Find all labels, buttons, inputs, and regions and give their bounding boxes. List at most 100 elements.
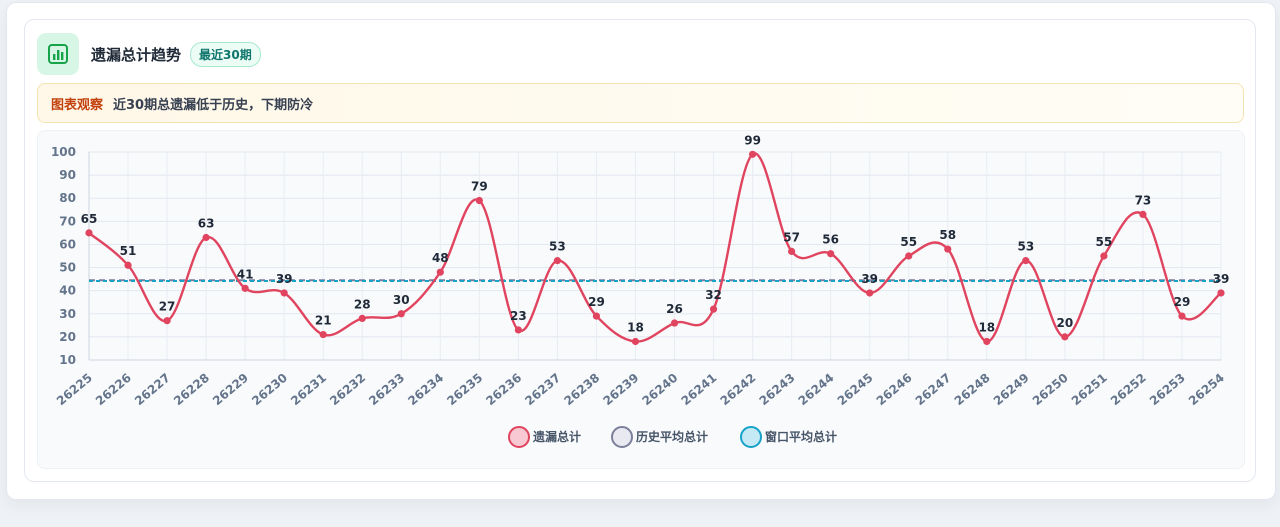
data-label: 56 (822, 233, 839, 247)
legend-label: 历史平均总计 (636, 429, 708, 444)
y-tick-label: 40 (59, 284, 76, 298)
y-tick-label: 50 (59, 261, 76, 275)
x-tick-label: 26239 (600, 371, 641, 409)
x-tick-label: 26254 (1186, 371, 1227, 409)
x-tick-label: 26245 (835, 371, 876, 409)
data-label: 20 (1057, 316, 1074, 330)
data-label: 18 (978, 321, 995, 335)
data-point (436, 268, 444, 276)
data-label: 23 (510, 309, 527, 323)
data-label: 63 (198, 217, 215, 231)
x-tick-label: 26235 (444, 371, 485, 409)
y-tick-label: 20 (59, 330, 76, 344)
data-label: 30 (393, 293, 410, 307)
card-header: 遗漏总计趋势 最近30期 (37, 32, 261, 76)
data-point (514, 326, 522, 334)
data-point (1100, 252, 1108, 260)
x-tick-label: 26251 (1069, 371, 1110, 409)
x-tick-label: 26233 (366, 371, 407, 409)
data-point (358, 314, 366, 322)
trend-card: 遗漏总计趋势 最近30期 图表观察 近30期总遗漏低于历史，下期防冷 100 90… (24, 19, 1256, 482)
x-tick-label: 26229 (210, 371, 251, 409)
data-label: 39 (1213, 272, 1230, 286)
x-tick-label: 26243 (757, 371, 798, 409)
legend-label: 窗口平均总计 (765, 429, 837, 444)
x-tick-label: 26249 (991, 371, 1032, 409)
x-tick-label: 26236 (483, 371, 524, 409)
x-tick-label: 26230 (249, 371, 290, 409)
y-tick-label: 10 (59, 353, 76, 367)
x-tick-label: 26231 (288, 371, 329, 409)
data-point (1139, 210, 1147, 218)
x-tick-label: 26244 (796, 371, 837, 409)
y-tick-label: 70 (59, 214, 76, 228)
trend-line-chart: 1009080706050403020102622526226262272622… (51, 133, 1230, 448)
data-label: 51 (120, 244, 137, 258)
data-point (1178, 312, 1186, 320)
data-label: 32 (705, 288, 722, 302)
x-tick-label: 26241 (678, 371, 719, 409)
data-point (1022, 257, 1030, 265)
legend-swatch (611, 426, 633, 448)
y-tick-label: 90 (59, 168, 76, 182)
data-label: 48 (432, 251, 449, 265)
card-title: 遗漏总计趋势 (91, 45, 182, 64)
data-point (709, 305, 718, 313)
x-tick-label: 26248 (952, 371, 993, 409)
data-point (241, 284, 249, 292)
data-label: 41 (237, 267, 254, 281)
chart-panel: 100 90 80 70 60 50 40 30 20 10 26225 26226 26227 2622… (37, 130, 1245, 469)
x-tick-label: 26246 (874, 371, 915, 409)
data-label: 55 (900, 235, 917, 249)
data-point (202, 233, 210, 242)
data-point (905, 252, 913, 260)
data-label: 26 (666, 302, 683, 316)
data-label: 55 (1096, 235, 1113, 249)
data-point (1061, 333, 1069, 341)
data-point (866, 289, 874, 297)
x-tick-label: 26225 (54, 371, 95, 409)
x-tick-label: 26252 (1108, 371, 1149, 409)
x-tick-label: 26242 (718, 371, 759, 409)
data-label: 18 (627, 321, 644, 335)
data-label: 65 (81, 212, 98, 226)
data-label: 29 (588, 295, 605, 309)
data-point (788, 247, 796, 255)
legend-swatch (740, 426, 762, 448)
data-label: 53 (1017, 240, 1034, 254)
data-label: 79 (471, 180, 488, 194)
y-tick-label: 80 (59, 191, 76, 205)
data-point (475, 196, 483, 205)
data-point (944, 245, 952, 253)
x-tick-label: 26227 (132, 371, 173, 409)
insight-text: 近30期总遗漏低于历史，下期防冷 (113, 97, 314, 113)
data-point (163, 317, 171, 325)
data-point (553, 257, 562, 265)
outer-frame: 遗漏总计趋势 最近30期 图表观察 近30期总遗漏低于历史，下期防冷 100 90… (6, 2, 1276, 500)
data-point (670, 319, 679, 327)
legend-swatch (508, 426, 530, 448)
y-tick-label: 60 (59, 237, 76, 251)
data-point (124, 261, 132, 269)
x-tick-label: 26253 (1147, 371, 1188, 409)
x-tick-label: 26238 (561, 371, 602, 409)
data-label: 21 (315, 314, 332, 328)
x-tick-label: 26228 (171, 371, 212, 409)
data-label: 28 (354, 297, 371, 311)
data-label: 73 (1135, 193, 1152, 207)
y-tick-label: 100 (51, 145, 76, 159)
x-tick-label: 26232 (327, 371, 368, 409)
insight-label: 图表观察 (51, 97, 104, 113)
x-tick-label: 26237 (522, 371, 563, 409)
bar-chart-icon (37, 33, 79, 75)
legend-label: 遗漏总计 (532, 429, 581, 444)
x-tick-label: 26226 (93, 371, 134, 409)
x-tick-label: 26234 (405, 371, 446, 409)
data-label: 99 (744, 133, 761, 147)
data-label: 27 (159, 300, 176, 314)
data-point (631, 337, 640, 346)
data-label: 58 (939, 228, 956, 242)
data-label: 53 (549, 240, 566, 254)
data-point (748, 150, 757, 158)
y-tick-label: 30 (59, 307, 76, 321)
